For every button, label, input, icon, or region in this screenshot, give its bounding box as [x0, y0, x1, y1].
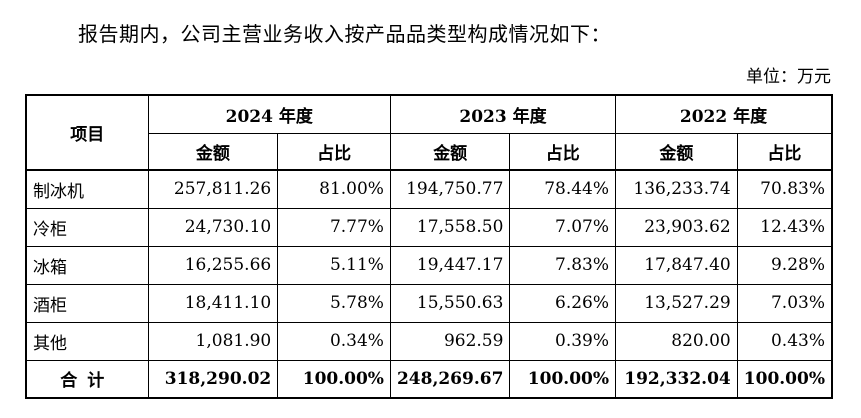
cell-value: 5.78% [277, 283, 391, 323]
table-row: 冰箱 16,255.66 5.11% 19,447.17 7.83% 17,84… [25, 245, 833, 285]
cell-value: 7.83% [509, 245, 617, 285]
share-header: 占比 [277, 132, 391, 171]
cell-value: 17,558.50 [389, 207, 511, 247]
cell-value: 136,233.74 [615, 169, 738, 209]
cell-value: 6.26% [509, 283, 617, 323]
cell-value: 9.28% [736, 245, 833, 285]
total-value: 318,290.02 [147, 359, 279, 399]
revenue-table: 项目 2024 年度 2023 年度 2022 年度 金额 占比 金额 占比 金… [25, 94, 833, 399]
cell-value: 0.39% [509, 321, 617, 361]
cell-value: 78.44% [509, 169, 617, 209]
intro-text: 报告期内，公司主营业务收入按产品品类型构成情况如下： [78, 22, 611, 46]
row-name: 酒柜 [25, 283, 149, 323]
cell-value: 70.83% [736, 169, 833, 209]
total-value: 100.00% [736, 359, 833, 399]
total-value: 248,269.67 [389, 359, 511, 399]
item-header: 项目 [25, 94, 149, 171]
table-row: 冷柜 24,730.10 7.77% 17,558.50 7.07% 23,90… [25, 207, 833, 247]
cell-value: 5.11% [277, 245, 391, 285]
cell-value: 194,750.77 [389, 169, 511, 209]
table-row: 酒柜 18,411.10 5.78% 15,550.63 6.26% 13,52… [25, 283, 833, 323]
row-name: 冰箱 [25, 245, 149, 285]
cell-value: 1,081.90 [147, 321, 279, 361]
cell-value: 81.00% [277, 169, 391, 209]
cell-value: 16,255.66 [147, 245, 279, 285]
total-row: 合计 318,290.02 100.00% 248,269.67 100.00%… [25, 359, 833, 399]
share-header: 占比 [736, 132, 833, 171]
cell-value: 7.07% [509, 207, 617, 247]
cell-value: 24,730.10 [147, 207, 279, 247]
cell-value: 12.43% [736, 207, 833, 247]
cell-value: 257,811.26 [147, 169, 279, 209]
amount-header: 金额 [389, 132, 511, 171]
total-value: 100.00% [277, 359, 391, 399]
amount-header: 金额 [147, 132, 279, 171]
cell-value: 18,411.10 [147, 283, 279, 323]
year-header-2022: 2022 年度 [615, 94, 833, 134]
cell-value: 7.77% [277, 207, 391, 247]
cell-value: 0.43% [736, 321, 833, 361]
total-value: 100.00% [509, 359, 617, 399]
cell-value: 19,447.17 [389, 245, 511, 285]
row-name: 制冰机 [25, 169, 149, 209]
total-value: 192,332.04 [615, 359, 738, 399]
year-header-2024: 2024 年度 [147, 94, 391, 134]
cell-value: 962.59 [389, 321, 511, 361]
unit-label: 单位：万元 [746, 67, 831, 87]
cell-value: 17,847.40 [615, 245, 738, 285]
cell-value: 7.03% [736, 283, 833, 323]
share-header: 占比 [509, 132, 617, 171]
amount-header: 金额 [615, 132, 738, 171]
cell-value: 15,550.63 [389, 283, 511, 323]
table-row: 制冰机 257,811.26 81.00% 194,750.77 78.44% … [25, 169, 833, 209]
table-row: 其他 1,081.90 0.34% 962.59 0.39% 820.00 0.… [25, 321, 833, 361]
total-label: 合计 [25, 359, 149, 399]
cell-value: 23,903.62 [615, 207, 738, 247]
row-name: 冷柜 [25, 207, 149, 247]
row-name: 其他 [25, 321, 149, 361]
year-header-2023: 2023 年度 [389, 94, 617, 134]
cell-value: 13,527.29 [615, 283, 738, 323]
cell-value: 820.00 [615, 321, 738, 361]
cell-value: 0.34% [277, 321, 391, 361]
